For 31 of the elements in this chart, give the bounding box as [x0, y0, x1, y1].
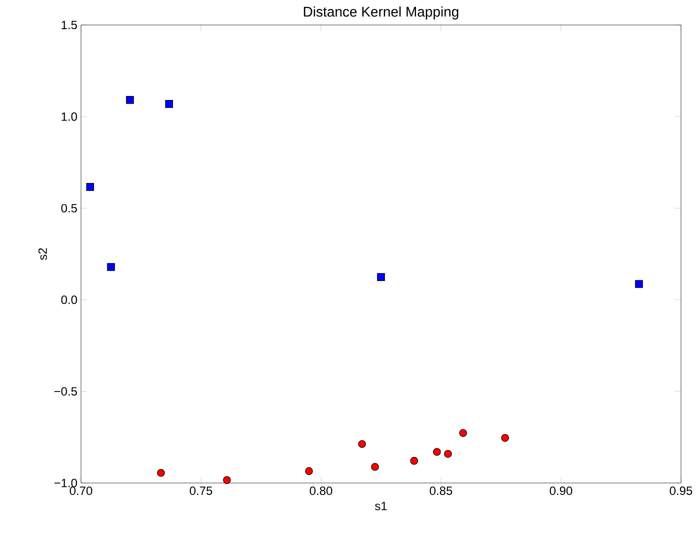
point	[371, 462, 379, 471]
point	[223, 476, 231, 484]
point	[86, 183, 94, 191]
x-tick-label: 0.70	[70, 486, 92, 496]
point	[635, 280, 643, 288]
chart-title: Distance Kernel Mapping	[304, 6, 458, 20]
y-tick-label: 1.5	[62, 20, 77, 30]
y-tick-label: −0.5	[54, 387, 77, 396]
y-tick-label: 1.0	[62, 112, 78, 121]
y-tick-label: −1.0	[54, 478, 78, 488]
point	[107, 263, 115, 271]
x-tick-label: 0.80	[310, 486, 332, 496]
point	[165, 100, 173, 108]
x-tick-label: 0.95	[670, 486, 692, 496]
y-axis-title: s2	[38, 248, 47, 260]
x-tick-label: 0.75	[190, 486, 212, 496]
y-tick-label: 0.0	[61, 296, 78, 304]
point	[305, 467, 313, 475]
point	[126, 96, 134, 104]
x-tick-label: 0.85	[430, 486, 452, 496]
point	[459, 429, 467, 437]
point	[157, 469, 165, 477]
point	[410, 456, 418, 465]
x-tick-label: 0.90	[550, 486, 572, 496]
point	[501, 434, 509, 442]
point	[358, 440, 366, 448]
point	[377, 273, 385, 281]
y-tick-label: 0.5	[61, 204, 77, 212]
x-axis-title: s1	[374, 502, 387, 510]
point	[433, 448, 441, 456]
point	[444, 450, 452, 458]
